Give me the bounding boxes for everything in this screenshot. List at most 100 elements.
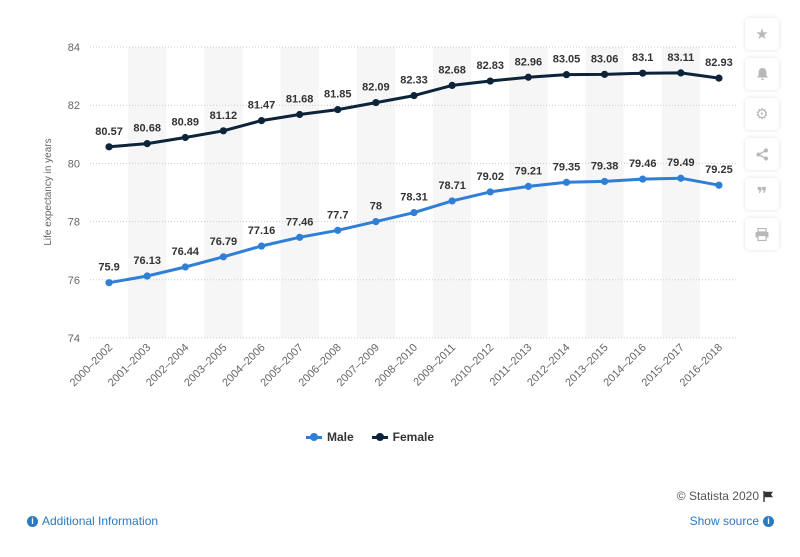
data-point-female[interactable] [715, 74, 723, 82]
data-point-male[interactable] [143, 272, 151, 280]
bell-icon[interactable] [745, 58, 779, 90]
data-point-female[interactable] [562, 71, 571, 79]
data-point-male[interactable] [219, 253, 228, 261]
y-tick-label: 84 [68, 42, 80, 54]
star-icon[interactable]: ★ [745, 18, 779, 50]
data-point-male[interactable] [524, 182, 532, 190]
data-label-male: 78.71 [438, 180, 466, 192]
data-label-male: 79.49 [667, 157, 695, 169]
band [661, 47, 700, 338]
legend-swatch-male [305, 432, 322, 441]
data-label-male: 75.9 [98, 262, 119, 274]
data-label-male: 76.13 [133, 255, 161, 267]
print-icon[interactable] [745, 218, 779, 250]
band [509, 47, 548, 338]
data-point-male[interactable] [257, 242, 266, 250]
y-tick-label: 80 [68, 158, 80, 170]
info-icon: i [763, 515, 774, 527]
data-label-male: 77.7 [327, 209, 348, 221]
data-label-female: 83.1 [632, 52, 653, 64]
legend-item-female[interactable]: Female [371, 430, 434, 444]
data-point-male[interactable] [715, 181, 723, 189]
data-point-female[interactable] [486, 77, 494, 85]
data-point-female[interactable] [219, 127, 228, 135]
data-point-male[interactable] [448, 197, 456, 205]
band [128, 47, 167, 338]
data-point-female[interactable] [105, 143, 113, 151]
info-icon: i [27, 515, 38, 527]
show-source-link[interactable]: Show source i [690, 514, 774, 528]
credit-text: © Statista 2020 [676, 489, 759, 503]
alternating-bands [128, 47, 700, 338]
data-point-female[interactable] [639, 69, 647, 77]
data-point-female[interactable] [600, 70, 609, 78]
data-label-male: 78 [370, 201, 382, 213]
additional-information-label: Additional Information [42, 514, 159, 528]
additional-information-link[interactable]: i Additional Information [27, 514, 158, 528]
data-label-male: 77.46 [286, 216, 314, 228]
x-axis-ticks: 2000–20022001–20032002–20042003–20052004… [68, 342, 725, 389]
copyright-credit: © Statista 2020 [677, 489, 774, 503]
data-label-male: 77.16 [248, 225, 276, 237]
data-point-male[interactable] [372, 218, 380, 226]
band [433, 47, 472, 338]
quote-icon[interactable]: ❞ [745, 178, 779, 210]
data-label-male: 76.79 [210, 236, 238, 248]
data-point-male[interactable] [600, 177, 609, 186]
data-label-female: 82.68 [438, 64, 466, 76]
y-tick-label: 78 [68, 217, 80, 229]
data-point-male[interactable] [410, 208, 418, 217]
y-tick-label: 82 [68, 100, 80, 112]
band [356, 47, 395, 338]
grid-lines [90, 46, 738, 339]
data-label-female: 82.09 [362, 82, 390, 94]
data-point-female[interactable] [448, 81, 456, 90]
data-point-female[interactable] [334, 105, 342, 114]
y-tick-label: 76 [68, 275, 80, 287]
data-label-female: 81.12 [210, 110, 238, 122]
data-point-male[interactable] [334, 226, 342, 234]
data-point-male[interactable] [677, 174, 685, 182]
data-point-female[interactable] [677, 69, 685, 77]
y-axis-ticks: 74 76 78 80 82 84 [68, 42, 80, 345]
data-point-male[interactable] [486, 188, 494, 196]
data-label-female: 80.68 [133, 123, 161, 135]
legend-item-male[interactable]: Male [305, 430, 354, 444]
data-point-male[interactable] [639, 175, 647, 183]
gear-icon[interactable]: ⚙ [745, 98, 779, 130]
data-point-female[interactable] [410, 91, 418, 100]
data-point-male[interactable] [296, 233, 304, 241]
data-point-female[interactable] [372, 98, 380, 107]
data-label-female: 80.89 [172, 117, 200, 129]
band [280, 47, 319, 338]
data-label-female: 80.57 [95, 126, 123, 138]
data-point-female[interactable] [143, 140, 151, 148]
data-labels: 75.9 76.13 76.44 76.79 77.16 77.46 77.7 78 78.31… [95, 52, 732, 274]
data-label-female: 83.06 [591, 53, 619, 65]
data-label-female: 81.47 [248, 100, 276, 112]
data-label-female: 81.68 [286, 94, 314, 106]
data-label-male: 79.02 [476, 171, 504, 183]
data-label-male: 79.46 [629, 158, 657, 170]
data-label-male: 78.31 [400, 192, 428, 204]
data-label-male: 79.21 [515, 165, 543, 177]
data-label-female: 83.11 [667, 52, 694, 64]
band [585, 47, 624, 338]
data-label-female: 82.96 [515, 56, 543, 68]
share-icon[interactable] [745, 138, 779, 170]
data-point-male[interactable] [105, 279, 113, 287]
data-point-male[interactable] [181, 263, 189, 271]
data-point-female[interactable] [524, 73, 532, 81]
legend-swatch-female [371, 432, 388, 441]
series-group [105, 69, 723, 287]
data-point-male[interactable] [562, 178, 571, 186]
data-point-female[interactable] [181, 133, 189, 142]
y-tick-label: 74 [68, 333, 80, 345]
data-point-female[interactable] [296, 110, 304, 119]
y-axis-label: Life expectancy in years [43, 138, 54, 245]
data-point-female[interactable] [257, 117, 266, 125]
flag-icon [763, 490, 773, 502]
data-label-female: 83.05 [553, 54, 581, 66]
data-label-female: 82.33 [400, 75, 428, 87]
